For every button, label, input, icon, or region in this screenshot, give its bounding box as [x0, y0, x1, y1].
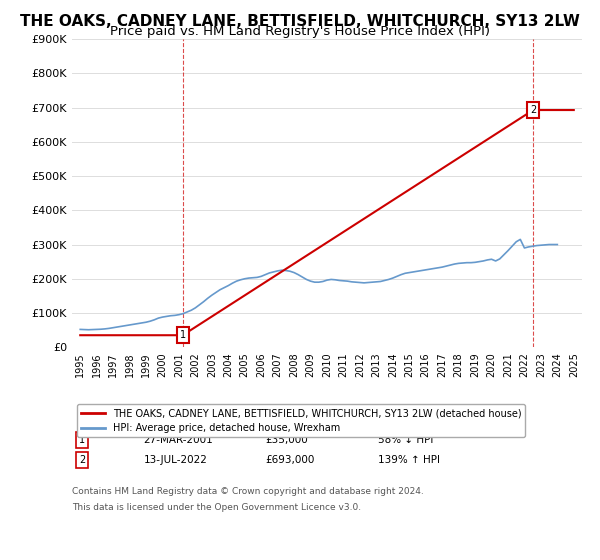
- Text: This data is licensed under the Open Government Licence v3.0.: This data is licensed under the Open Gov…: [72, 503, 361, 512]
- Text: Contains HM Land Registry data © Crown copyright and database right 2024.: Contains HM Land Registry data © Crown c…: [72, 487, 424, 497]
- Text: 1: 1: [179, 330, 186, 340]
- Text: 27-MAR-2001: 27-MAR-2001: [143, 435, 213, 445]
- Text: THE OAKS, CADNEY LANE, BETTISFIELD, WHITCHURCH, SY13 2LW: THE OAKS, CADNEY LANE, BETTISFIELD, WHIT…: [20, 14, 580, 29]
- Text: £693,000: £693,000: [266, 455, 315, 465]
- Text: 1: 1: [79, 435, 85, 445]
- Text: 13-JUL-2022: 13-JUL-2022: [143, 455, 207, 465]
- Text: 2: 2: [530, 105, 536, 115]
- Text: £35,000: £35,000: [266, 435, 308, 445]
- Legend: THE OAKS, CADNEY LANE, BETTISFIELD, WHITCHURCH, SY13 2LW (detached house), HPI: : THE OAKS, CADNEY LANE, BETTISFIELD, WHIT…: [77, 404, 526, 437]
- Text: 139% ↑ HPI: 139% ↑ HPI: [378, 455, 440, 465]
- Text: Price paid vs. HM Land Registry's House Price Index (HPI): Price paid vs. HM Land Registry's House …: [110, 25, 490, 38]
- Text: 2: 2: [79, 455, 85, 465]
- Text: 58% ↓ HPI: 58% ↓ HPI: [378, 435, 433, 445]
